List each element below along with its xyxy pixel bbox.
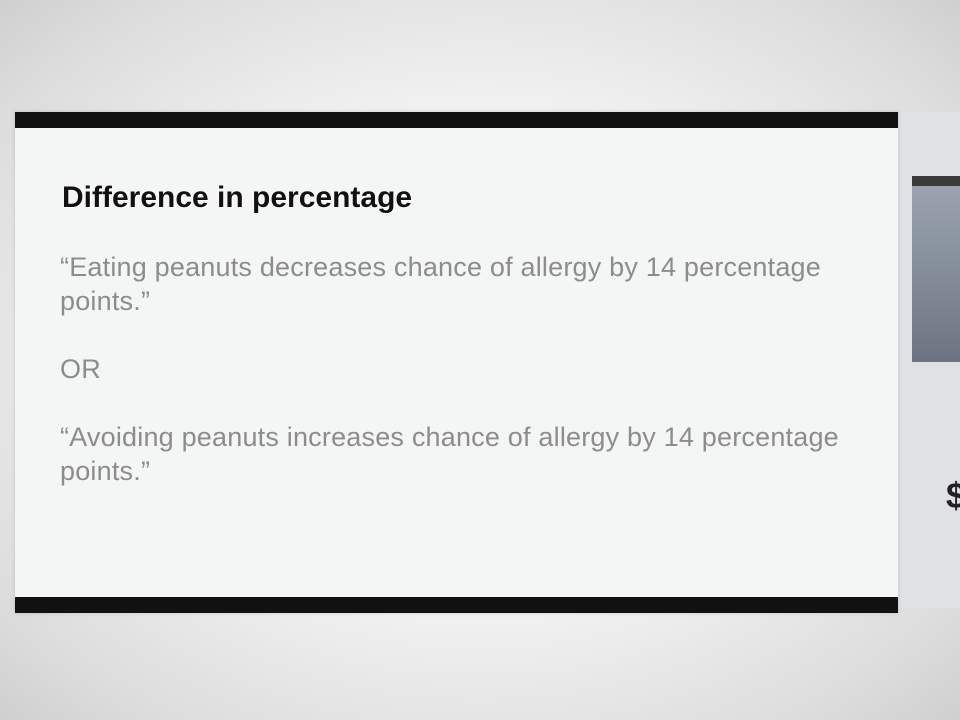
background-slide-bar: [912, 176, 960, 186]
slide-bottom-bar: [15, 597, 898, 613]
background-slide-image: [912, 186, 960, 362]
slide-body: “Eating peanuts decreases chance of alle…: [60, 250, 860, 522]
slide: Difference in percentage “Eating peanuts…: [15, 112, 898, 613]
background-slide-glyph: $: [946, 475, 960, 516]
slide-top-bar: [15, 112, 898, 128]
statement-or: OR: [60, 354, 101, 384]
slide-title: Difference in percentage: [62, 181, 413, 214]
statement-eating-peanuts: “Eating peanuts decreases chance of alle…: [60, 252, 821, 316]
statement-avoiding-peanuts: “Avoiding peanuts increases chance of al…: [60, 422, 839, 486]
